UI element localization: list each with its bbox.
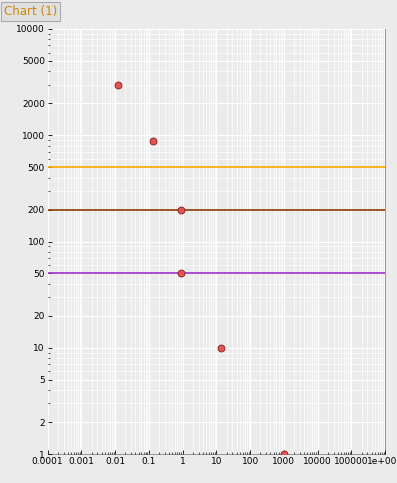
- Text: Chart (1): Chart (1): [4, 5, 57, 18]
